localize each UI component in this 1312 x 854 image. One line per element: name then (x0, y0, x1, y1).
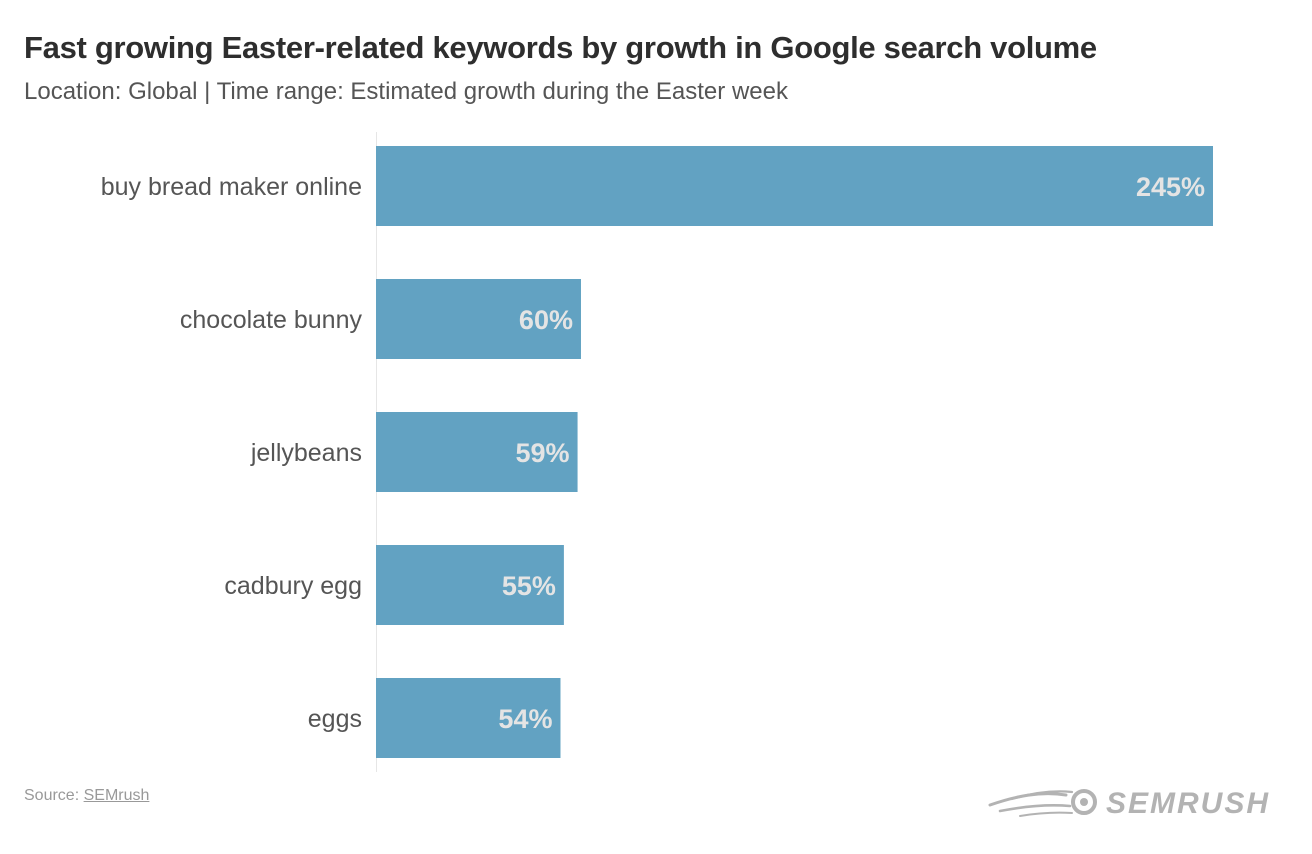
source-prefix: Source: (24, 787, 84, 804)
bar[interactable] (376, 279, 581, 359)
bar-value-label: 55% (502, 571, 556, 601)
bar[interactable] (376, 146, 1213, 226)
bar-value-label: 54% (498, 704, 552, 734)
semrush-fireball-icon (988, 789, 1097, 817)
bar[interactable] (376, 412, 578, 492)
chart-subtitle: Location: Global | Time range: Estimated… (24, 78, 788, 105)
semrush-logo: SEMRUSH (988, 787, 1270, 820)
bar-value-label: 60% (519, 305, 573, 335)
category-label: cadbury egg (224, 572, 362, 600)
bar-value-label: 59% (516, 438, 570, 468)
category-label: chocolate bunny (180, 306, 363, 334)
category-label: eggs (308, 705, 362, 733)
category-label: jellybeans (250, 439, 362, 467)
bar[interactable] (376, 678, 561, 758)
source-link[interactable]: SEMrush (83, 787, 150, 804)
semrush-wordmark: SEMRUSH (1106, 787, 1270, 820)
category-label: buy bread maker online (101, 173, 362, 201)
bar[interactable] (376, 545, 564, 625)
bar-value-label: 245% (1136, 172, 1205, 202)
chart-title: Fast growing Easter-related keywords by … (24, 30, 1097, 65)
source-note: Source: SEMrush (24, 787, 149, 805)
